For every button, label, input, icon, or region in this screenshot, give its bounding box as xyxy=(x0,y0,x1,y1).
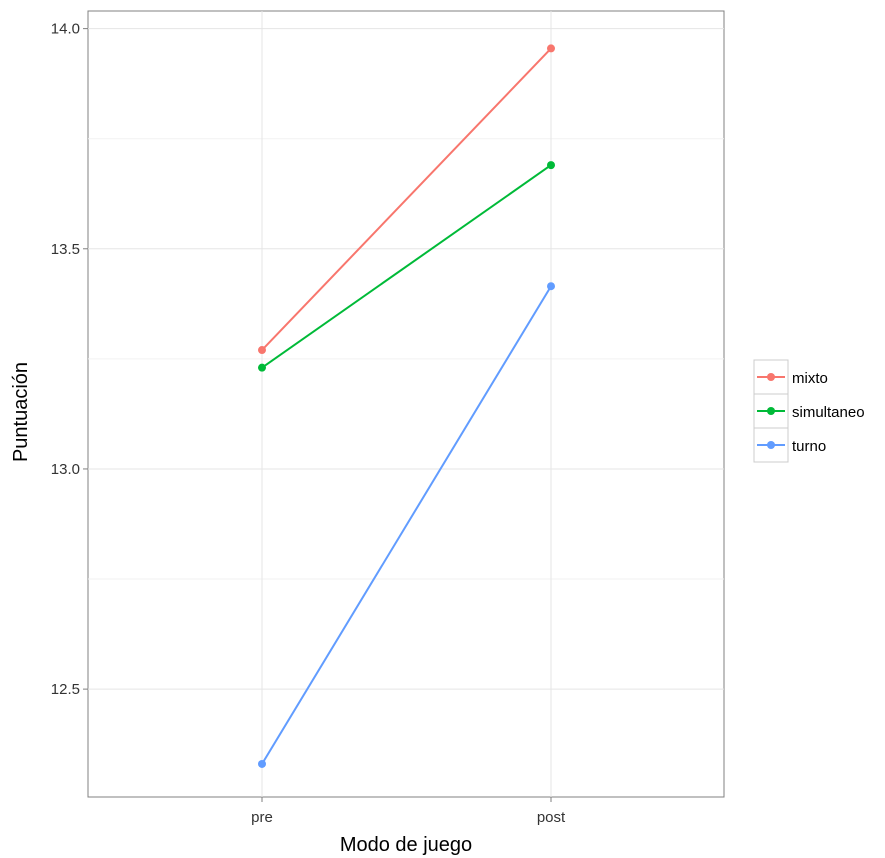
major-gridlines xyxy=(88,11,724,797)
series-lines xyxy=(258,44,555,768)
x-axis: pre post xyxy=(251,797,566,826)
y-tick-label: 13.0 xyxy=(51,461,80,478)
series-line-simultaneo xyxy=(261,164,552,369)
legend-key-point xyxy=(767,441,775,449)
legend-label-simultaneo: simultaneo xyxy=(792,404,865,421)
data-point-mixto xyxy=(258,346,266,355)
data-point-simultaneo xyxy=(547,161,555,170)
data-point-simultaneo xyxy=(258,363,266,372)
y-tick-label: 13.5 xyxy=(51,241,80,258)
legend-label-mixto: mixto xyxy=(792,370,828,387)
y-tick-label: 12.5 xyxy=(51,681,80,698)
y-axis-title: Puntuación xyxy=(10,362,32,462)
data-point-turno xyxy=(258,759,266,768)
x-tick-label: pre xyxy=(251,809,273,826)
legend-label-turno: turno xyxy=(792,438,826,455)
y-axis: 12.5 13.0 13.5 14.0 xyxy=(51,21,88,698)
legend-key-point xyxy=(767,407,775,415)
minor-gridlines xyxy=(88,138,724,580)
data-point-turno xyxy=(547,282,555,291)
data-point-mixto xyxy=(547,44,555,53)
y-tick-label: 14.0 xyxy=(51,21,80,38)
x-tick-label: post xyxy=(537,809,566,826)
legend: mixto simultaneo turno xyxy=(753,359,865,463)
plot-panel xyxy=(87,10,725,798)
series-line-turno xyxy=(261,285,552,765)
series-line-mixto xyxy=(261,47,552,351)
legend-key-point xyxy=(767,373,775,381)
x-axis-title: Modo de juego xyxy=(340,834,472,856)
